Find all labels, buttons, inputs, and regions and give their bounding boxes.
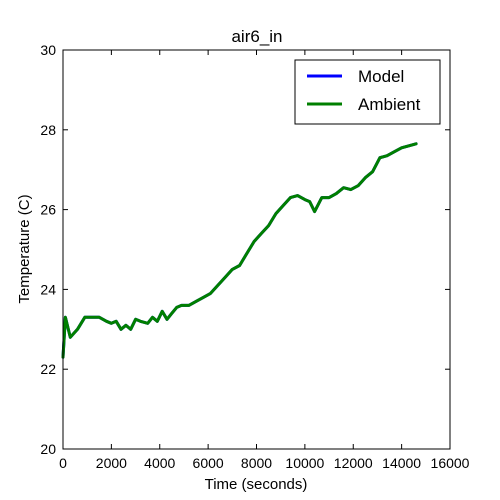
x-tick-label: 8000	[241, 455, 272, 471]
series-line-ambient	[61, 142, 418, 359]
series-layer	[61, 142, 418, 359]
x-tick-label: 10000	[285, 455, 324, 471]
x-axis-label: Time (seconds)	[205, 476, 308, 493]
y-tick-label: 30	[40, 42, 56, 58]
legend-label-model: Model	[358, 67, 404, 86]
ticks-layer: 0 2000 4000 6000 8000 10000 12000 14000 16000 20 2…	[40, 42, 469, 471]
chart-title: air6_in	[231, 27, 282, 46]
y-tick-label: 20	[40, 441, 56, 457]
legend: Model Ambient	[294, 59, 441, 125]
x-tick-label: 14000	[382, 455, 421, 471]
legend-label-ambient: Ambient	[358, 95, 421, 114]
x-tick-label: 2000	[96, 455, 127, 471]
x-tick-label: 6000	[193, 455, 224, 471]
series-line-model	[61, 142, 418, 359]
x-tick-label: 16000	[431, 455, 470, 471]
y-axis-label: Temperature (C)	[16, 194, 33, 303]
legend-box	[294, 59, 441, 125]
y-tick-label: 26	[40, 202, 56, 218]
y-tick-label: 22	[40, 361, 56, 377]
y-tick-label: 24	[40, 281, 56, 297]
x-tick-label: 0	[59, 455, 67, 471]
x-tick-label: 12000	[334, 455, 373, 471]
x-tick-label: 4000	[144, 455, 175, 471]
y-tick-label: 28	[40, 122, 56, 138]
